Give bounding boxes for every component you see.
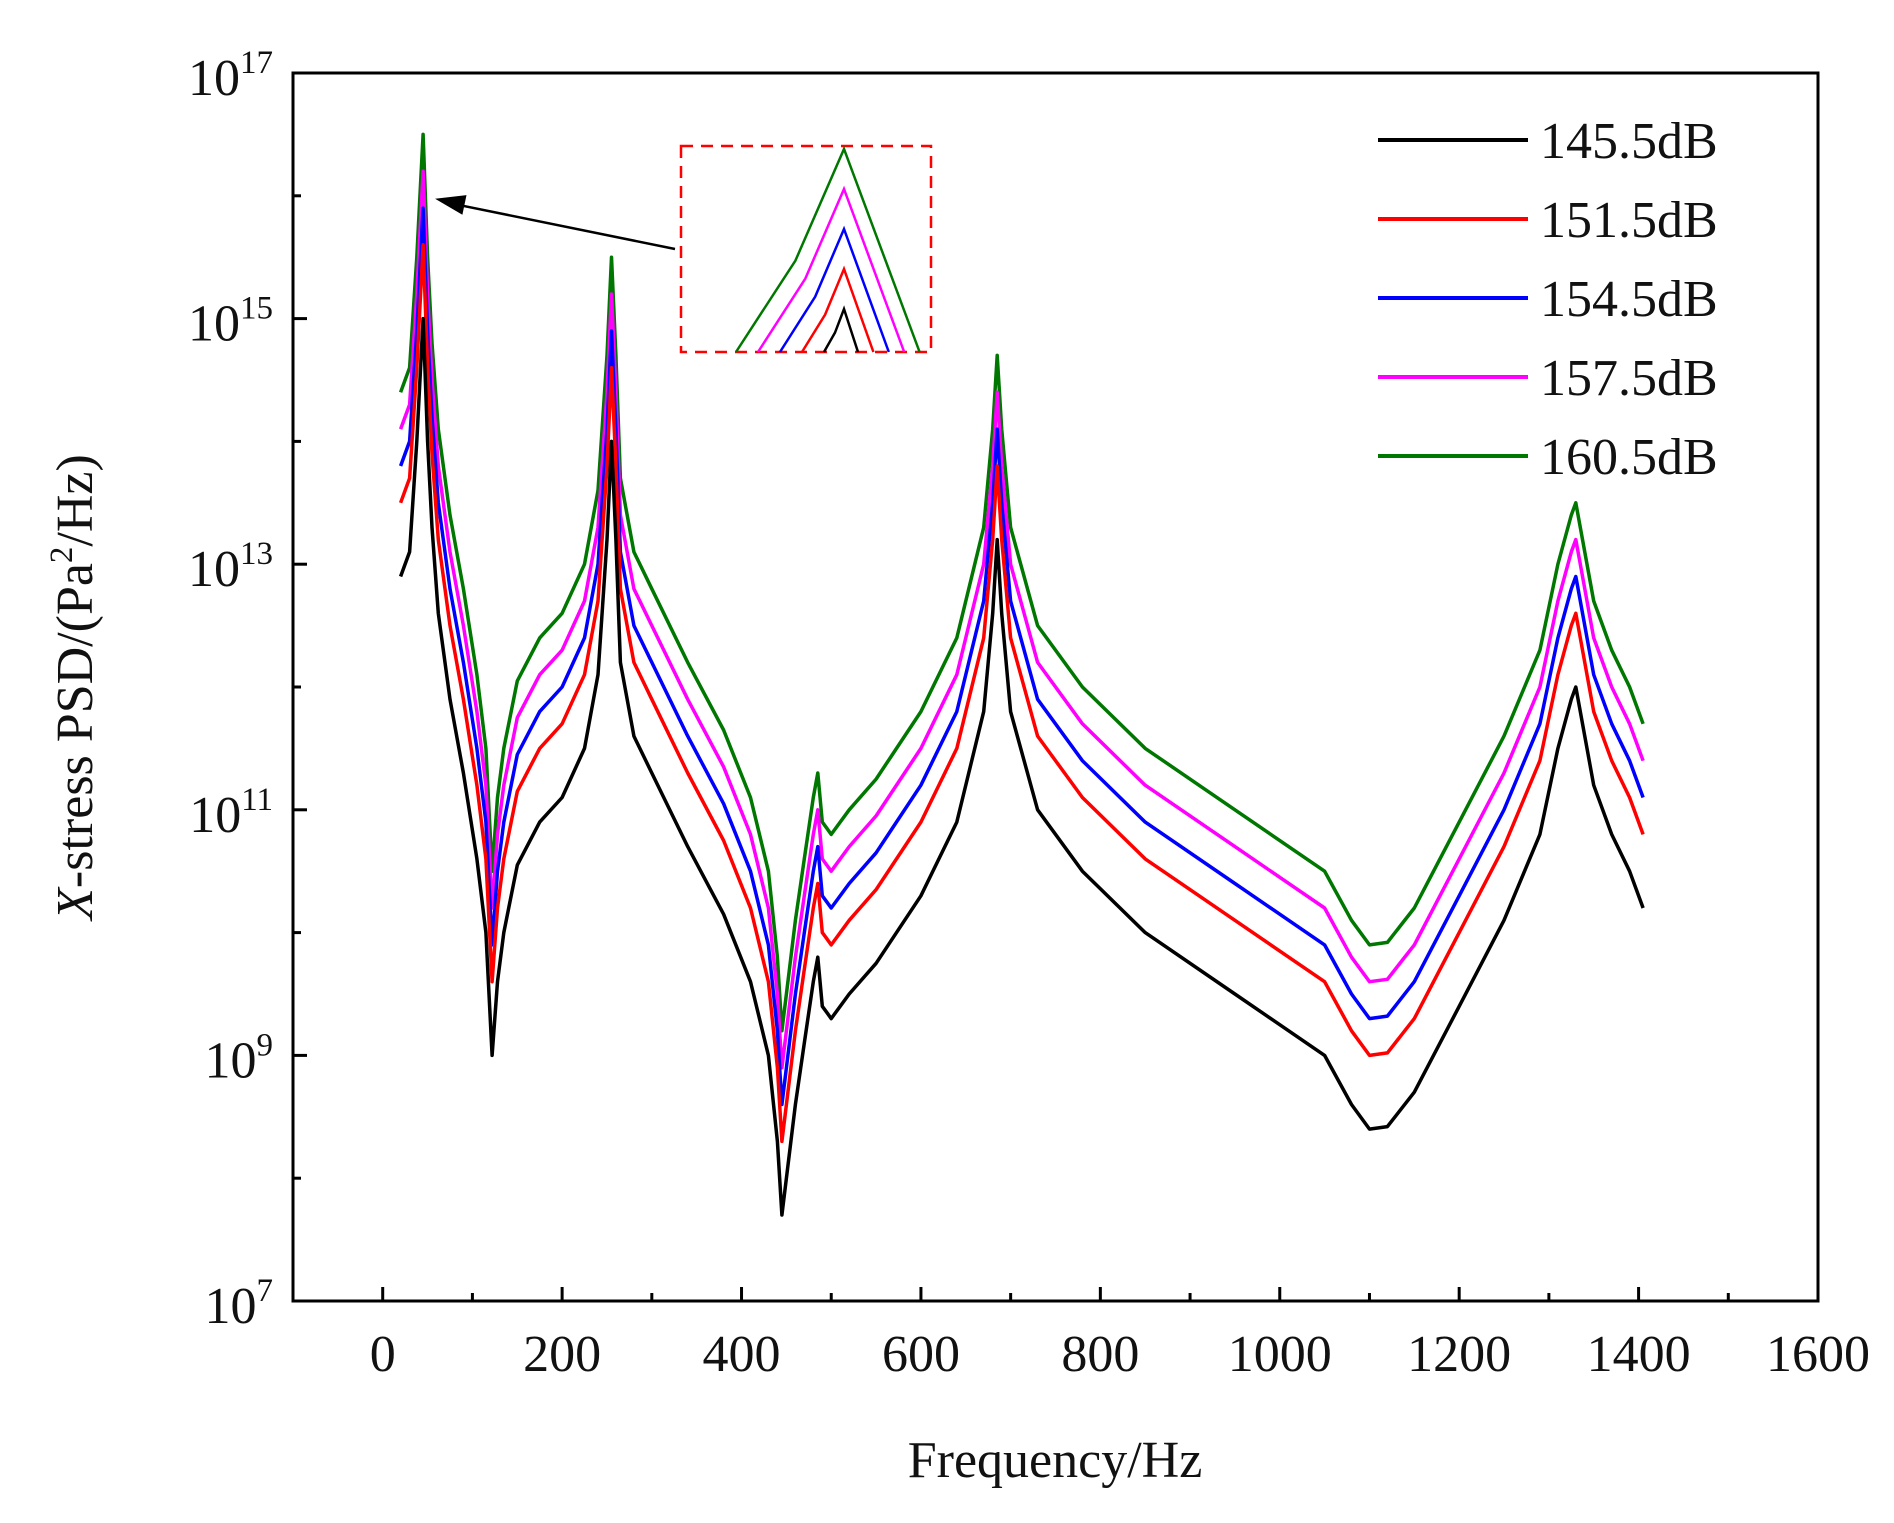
arrow-shaft [452,202,676,251]
inset-line-157.5dB [756,185,906,353]
inset-line-151.5dB [800,265,875,353]
y-tick-exponent: 15 [240,291,273,327]
inset-line-160.5dB [734,145,921,353]
legend: 145.5dB 151.5dB 154.5dB 157.5dB 160.5dB [1378,113,1718,486]
legend-item: 151.5dB [1378,192,1718,249]
series-line-145.5dB [398,316,1645,1217]
y-tick-base: 10 [205,1278,257,1335]
zoom-inset [679,144,933,354]
y-tick-base: 10 [188,50,240,107]
x-tick-label: 1400 [1587,1326,1691,1383]
series-line-154.5dB [398,206,1645,1107]
legend-label: 160.5dB [1540,429,1718,486]
y-tick-label: 109 [205,1027,274,1089]
legend-label: 157.5dB [1540,350,1718,407]
legend-label: 154.5dB [1540,271,1718,328]
inset-line-145.5dB [822,305,860,353]
y-tick-base: 10 [188,296,240,353]
y-axis-title-main: -stress PSD/(Pa [47,563,104,888]
y-tick-base: 10 [189,787,241,844]
y-axis-title-superscript: 2 [44,547,80,564]
legend-item: 154.5dB [1378,271,1718,328]
x-tick-label: 400 [703,1326,781,1383]
legend-item: 145.5dB [1378,113,1718,170]
x-tick-label: 1000 [1228,1326,1332,1383]
series-line-151.5dB [398,243,1645,1144]
y-tick-exponent: 7 [257,1273,274,1309]
y-tick-label: 1017 [188,45,273,107]
arrow-head [435,195,467,215]
x-axis: 0 200 400 600 800 1000 1200 1400 1600 [370,1287,1870,1383]
legend-label: 151.5dB [1540,192,1718,249]
y-tick-exponent: 13 [240,536,273,572]
y-tick-label: 1013 [188,536,273,598]
x-tick-label: 600 [882,1326,960,1383]
x-tick-label: 1600 [1766,1326,1870,1383]
legend-label: 145.5dB [1540,113,1718,170]
x-tick-label: 800 [1061,1326,1139,1383]
inset-box [679,144,933,354]
y-axis-title-suffix: /Hz) [47,454,104,546]
y-tick-exponent: 9 [257,1027,274,1063]
legend-item: 157.5dB [1378,350,1718,407]
y-tick-label: 1015 [188,291,273,353]
y-axis-title: X-stress PSD/(Pa2/Hz) [44,454,104,922]
inset-line-154.5dB [778,225,890,353]
series-layer [398,132,1645,1217]
series-line-160.5dB [398,132,1645,1033]
y-tick-label: 107 [205,1273,274,1335]
annotation-arrow [435,195,676,251]
y-tick-exponent: 11 [241,782,273,818]
y-tick-base: 10 [188,541,240,598]
y-axis-title-variable: X [47,886,104,922]
y-tick-label: 1011 [189,782,273,844]
x-tick-label: 200 [523,1326,601,1383]
x-axis-title: Frequency/Hz [908,1432,1203,1489]
legend-item: 160.5dB [1378,429,1718,486]
series-line-157.5dB [398,169,1645,1070]
y-tick-base: 10 [205,1032,257,1089]
x-tick-label: 0 [370,1326,396,1383]
y-tick-exponent: 17 [240,45,273,81]
x-tick-label: 1200 [1407,1326,1511,1383]
